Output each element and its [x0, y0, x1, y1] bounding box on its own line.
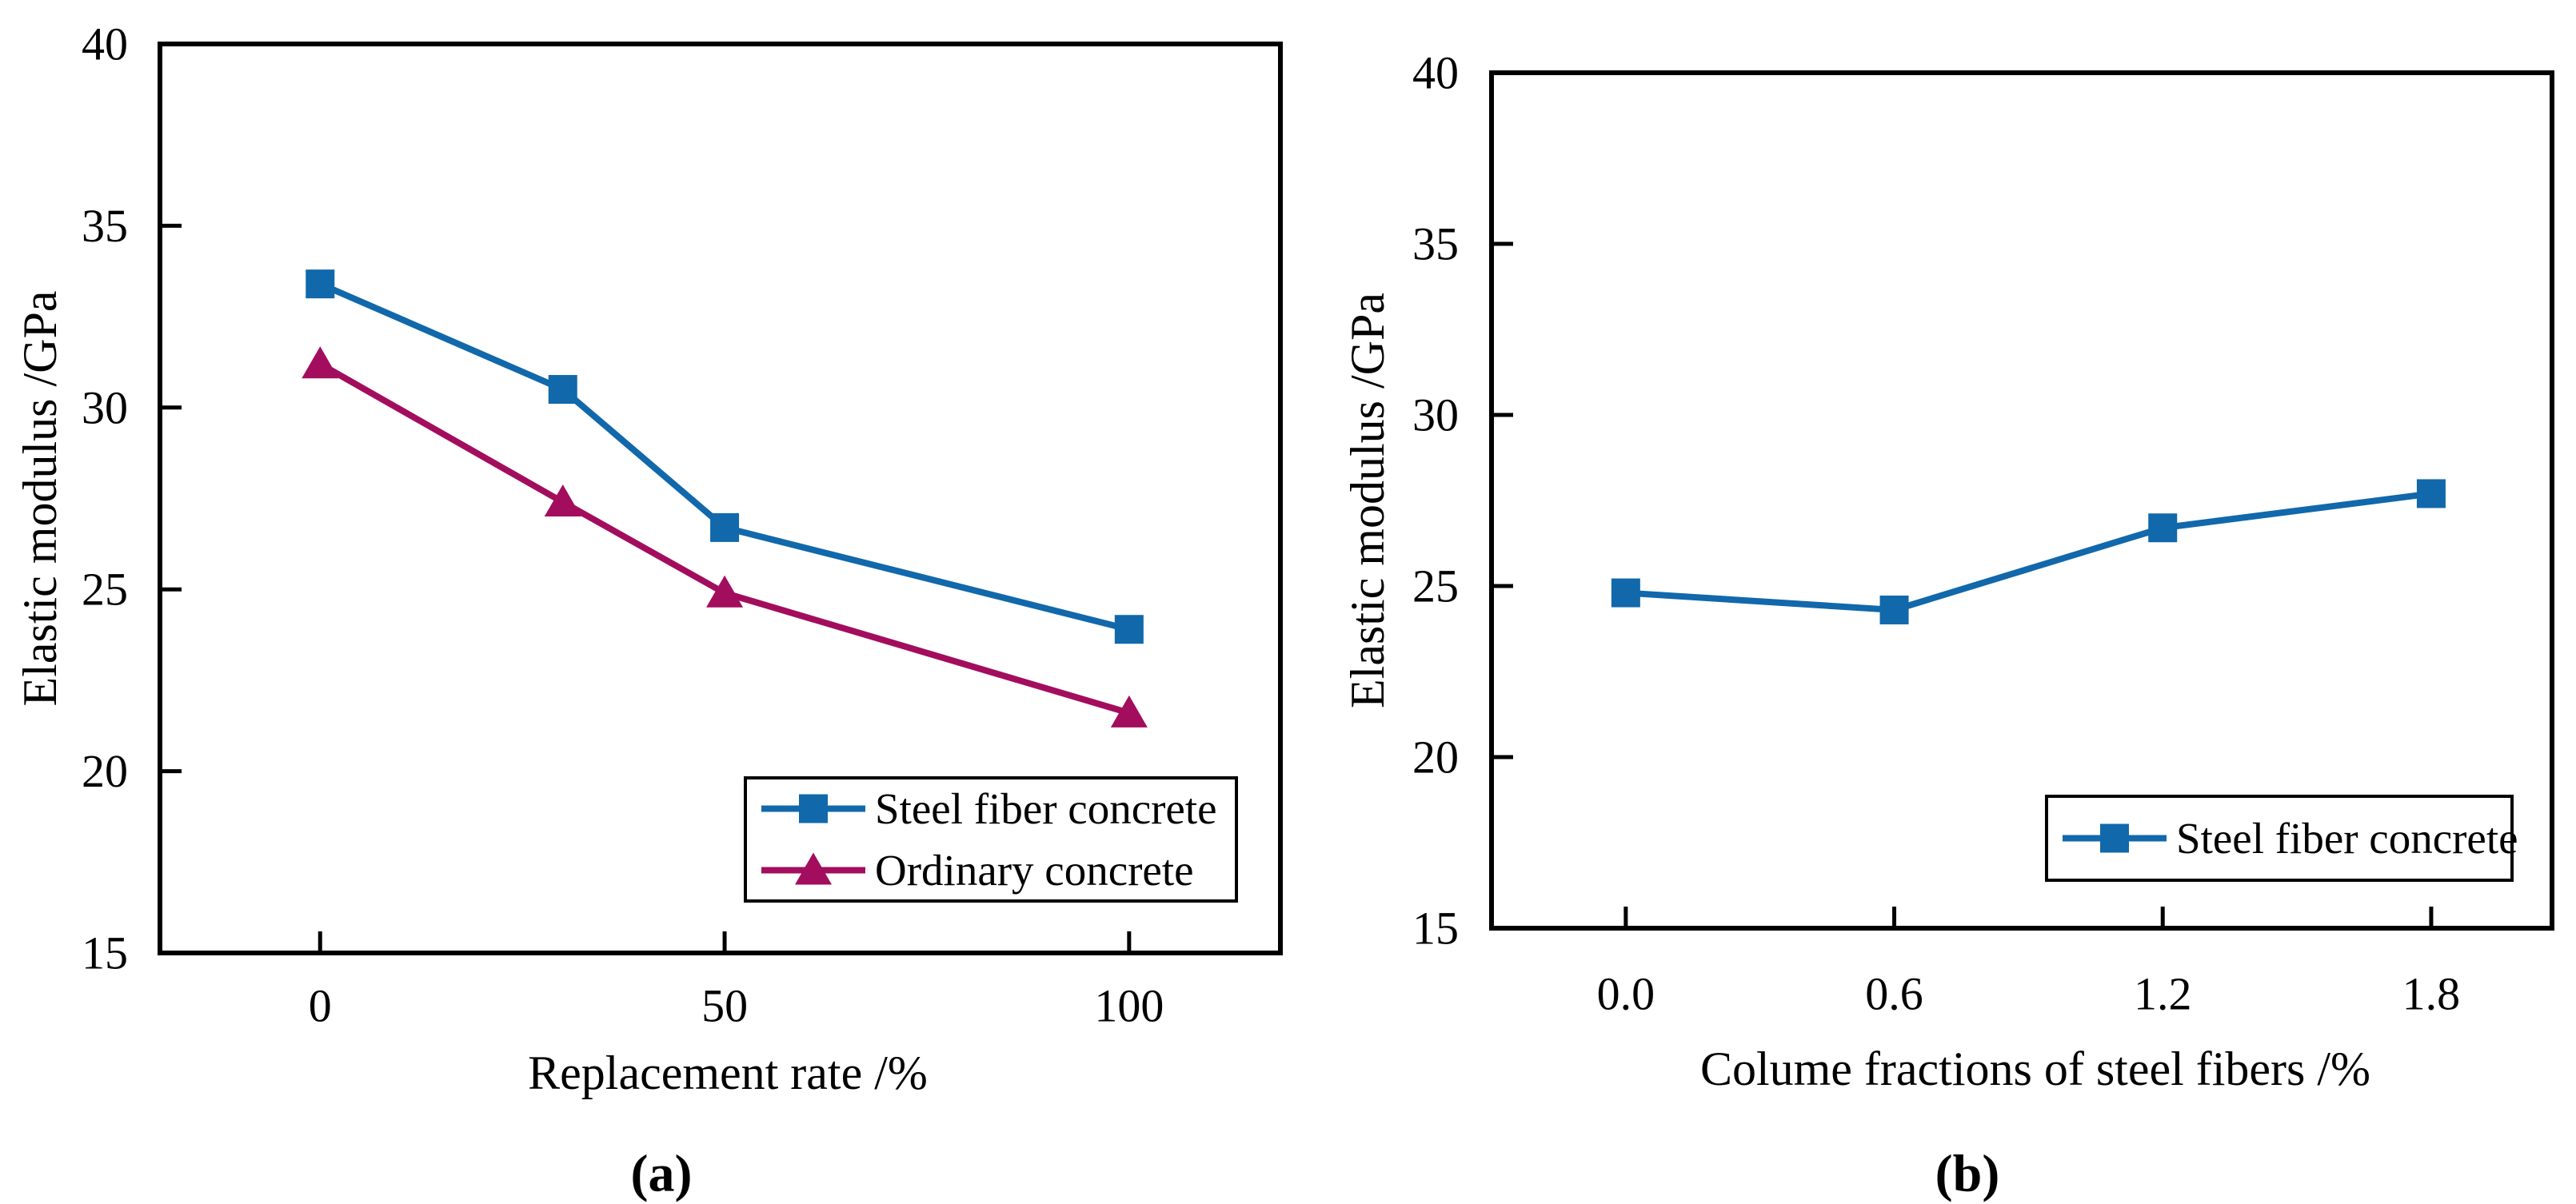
a-y-tick-label-25: 25 [82, 564, 128, 616]
a-x-axis-title: Replacement rate /% [528, 1047, 928, 1099]
a-marker-steel-fiber-concrete-2 [710, 512, 740, 542]
b-plot-border [1489, 70, 2554, 931]
a-legend-marker-ordinary-concrete [795, 852, 832, 885]
b-y-tick-label-35: 35 [1412, 218, 1459, 270]
a-legend-marker-steel-fiber-concrete [799, 794, 828, 823]
b-marker-steel-fiber-concrete-0 [1611, 578, 1640, 608]
a-marker-ordinary-concrete-2 [706, 575, 744, 608]
a-series-line-ordinary-concrete [318, 361, 1130, 716]
a-x-tick-label-50: 50 [701, 980, 748, 1032]
b-legend-label-steel-fiber-concrete: Steel fiber concrete [2176, 814, 2518, 863]
a-x-tick-label-0: 0 [309, 980, 332, 1032]
b-x-tick-label-1.8: 1.8 [2402, 968, 2461, 1020]
a-y-tick-label-40: 40 [82, 18, 128, 70]
a-marker-ordinary-concrete-1 [544, 484, 581, 517]
b-marker-steel-fiber-concrete-1 [1879, 595, 1909, 624]
a-legend-label-steel-fiber-concrete: Steel fiber concrete [875, 784, 1217, 833]
a-marker-ordinary-concrete-0 [302, 346, 339, 379]
chart-b: 15 20 25 30 35 40 0.0 0.6 1.2 1.8 Steel fiber conc… [1341, 47, 2554, 1203]
a-marker-ordinary-concrete-3 [1110, 695, 1148, 728]
b-y-tick-label-15: 15 [1412, 903, 1459, 955]
a-caption: (a) [631, 1145, 693, 1203]
a-x-tick-label-100: 100 [1094, 980, 1164, 1032]
b-y-tick-label-40: 40 [1412, 47, 1459, 99]
a-y-tick-label-30: 30 [82, 381, 128, 433]
b-y-tick-label-30: 30 [1412, 389, 1459, 441]
b-marker-steel-fiber-concrete-2 [2148, 513, 2178, 543]
chart-a: 15 20 25 30 35 40 0 50 100 Steel fiber concrete Or… [14, 18, 1283, 1203]
b-marker-steel-fiber-concrete-3 [2416, 479, 2446, 508]
b-legend-marker-steel-fiber-concrete [2100, 823, 2129, 853]
b-caption: (b) [1935, 1145, 2000, 1203]
b-series-line-steel-fiber-concrete [1625, 490, 2432, 613]
b-x-tick-label-0.6: 0.6 [1865, 968, 1923, 1020]
b-y-tick-label-20: 20 [1412, 732, 1459, 783]
b-x-tick-label-1.2: 1.2 [2134, 968, 2192, 1020]
b-x-tick-label-0.0: 0.0 [1597, 968, 1655, 1020]
a-marker-steel-fiber-concrete-1 [548, 375, 577, 405]
a-marker-steel-fiber-concrete-3 [1114, 615, 1144, 644]
a-y-tick-label-15: 15 [82, 927, 128, 979]
a-series-line-steel-fiber-concrete [318, 281, 1130, 633]
a-legend-label-ordinary-concrete: Ordinary concrete [875, 846, 1194, 895]
b-y-tick-label-25: 25 [1412, 560, 1459, 612]
b-y-axis-title: Elastic modulus /GPa [1341, 293, 1394, 708]
a-plot-border [158, 42, 1283, 955]
a-y-tick-label-20: 20 [82, 745, 128, 797]
b-x-axis-title: Colume fractions of steel fibers /% [1700, 1043, 2370, 1095]
a-y-tick-label-35: 35 [82, 200, 128, 252]
a-y-axis-title: Elastic modulus /GPa [14, 291, 66, 707]
a-marker-steel-fiber-concrete-0 [306, 269, 335, 299]
